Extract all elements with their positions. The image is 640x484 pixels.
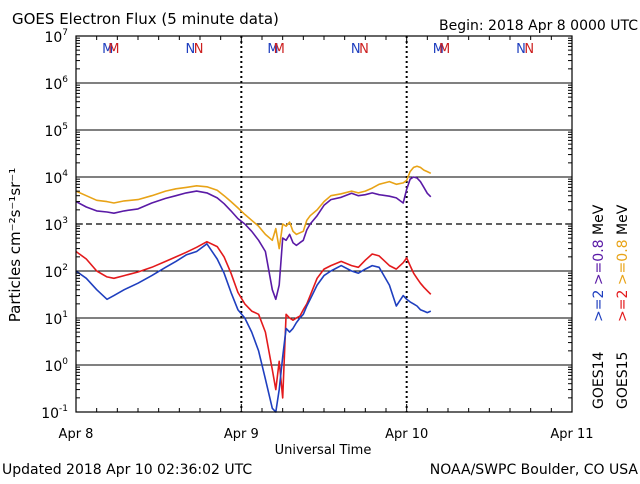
y-axis-title: Particles cm⁻²s⁻¹sr⁻¹ xyxy=(6,168,24,322)
x-tick-label: Apr 10 xyxy=(385,427,428,442)
y-tick-label: 101 xyxy=(44,310,68,328)
footer-updated: Updated 2018 Apr 10 02:36:02 UTC xyxy=(2,462,252,478)
legend-goes14: GOES14 xyxy=(591,351,607,409)
magnetopause-marker: M xyxy=(439,42,450,57)
x-tick-label: Apr 9 xyxy=(224,427,259,442)
y-tick-label: 107 xyxy=(44,28,68,46)
y-tick-label: 106 xyxy=(44,75,68,93)
y-tick-label: 103 xyxy=(44,216,68,234)
series-line xyxy=(75,165,432,250)
series-layer xyxy=(75,165,432,413)
magnetopause-marker: N xyxy=(359,42,369,57)
axis-layer: MM NN MM NN MM NN10710610510410310210110010-1… xyxy=(41,28,593,442)
y-tick-label: 105 xyxy=(44,122,68,140)
legend-goes15-energies: >=2 >=0.8 MeV xyxy=(615,204,631,322)
y-tick-label: 10-1 xyxy=(41,404,68,422)
magnetopause-marker: M xyxy=(267,42,278,57)
magnetopause-marker: N xyxy=(185,42,195,57)
x-tick-label: Apr 8 xyxy=(59,427,94,442)
magnetopause-marker: N xyxy=(194,42,204,57)
series-line xyxy=(75,243,432,413)
magnetopause-marker: M xyxy=(274,42,285,57)
grid-layer xyxy=(76,36,572,412)
x-tick-label: Apr 11 xyxy=(550,427,593,442)
footer-credit: NOAA/SWPC Boulder, CO USA xyxy=(430,462,639,478)
y-tick-label: 100 xyxy=(44,357,68,375)
x-axis-title: Universal Time xyxy=(275,443,372,458)
legend-goes15: GOES15 xyxy=(615,352,631,409)
begin-time-label: Begin: 2018 Apr 8 0000 UTC xyxy=(439,18,638,34)
y-tick-label: 104 xyxy=(44,169,68,187)
chart-title: GOES Electron Flux (5 minute data) xyxy=(12,10,279,28)
magnetopause-marker: M xyxy=(102,42,113,57)
magnetopause-marker: M xyxy=(108,42,119,57)
y-tick-label: 102 xyxy=(44,263,68,281)
magnetopause-marker: M xyxy=(433,42,444,57)
legend-goes14-energies: >=2 >=0.8 MeV xyxy=(591,204,607,322)
right-legend: GOES15 GOES14 >=2 >=0.8 MeV >=2 >=0.8 MeV xyxy=(591,204,631,409)
series-line xyxy=(75,240,432,399)
magnetopause-marker: N xyxy=(524,42,534,57)
magnetopause-marker: N xyxy=(516,42,526,57)
magnetopause-marker: N xyxy=(351,42,361,57)
series-line xyxy=(75,176,432,301)
